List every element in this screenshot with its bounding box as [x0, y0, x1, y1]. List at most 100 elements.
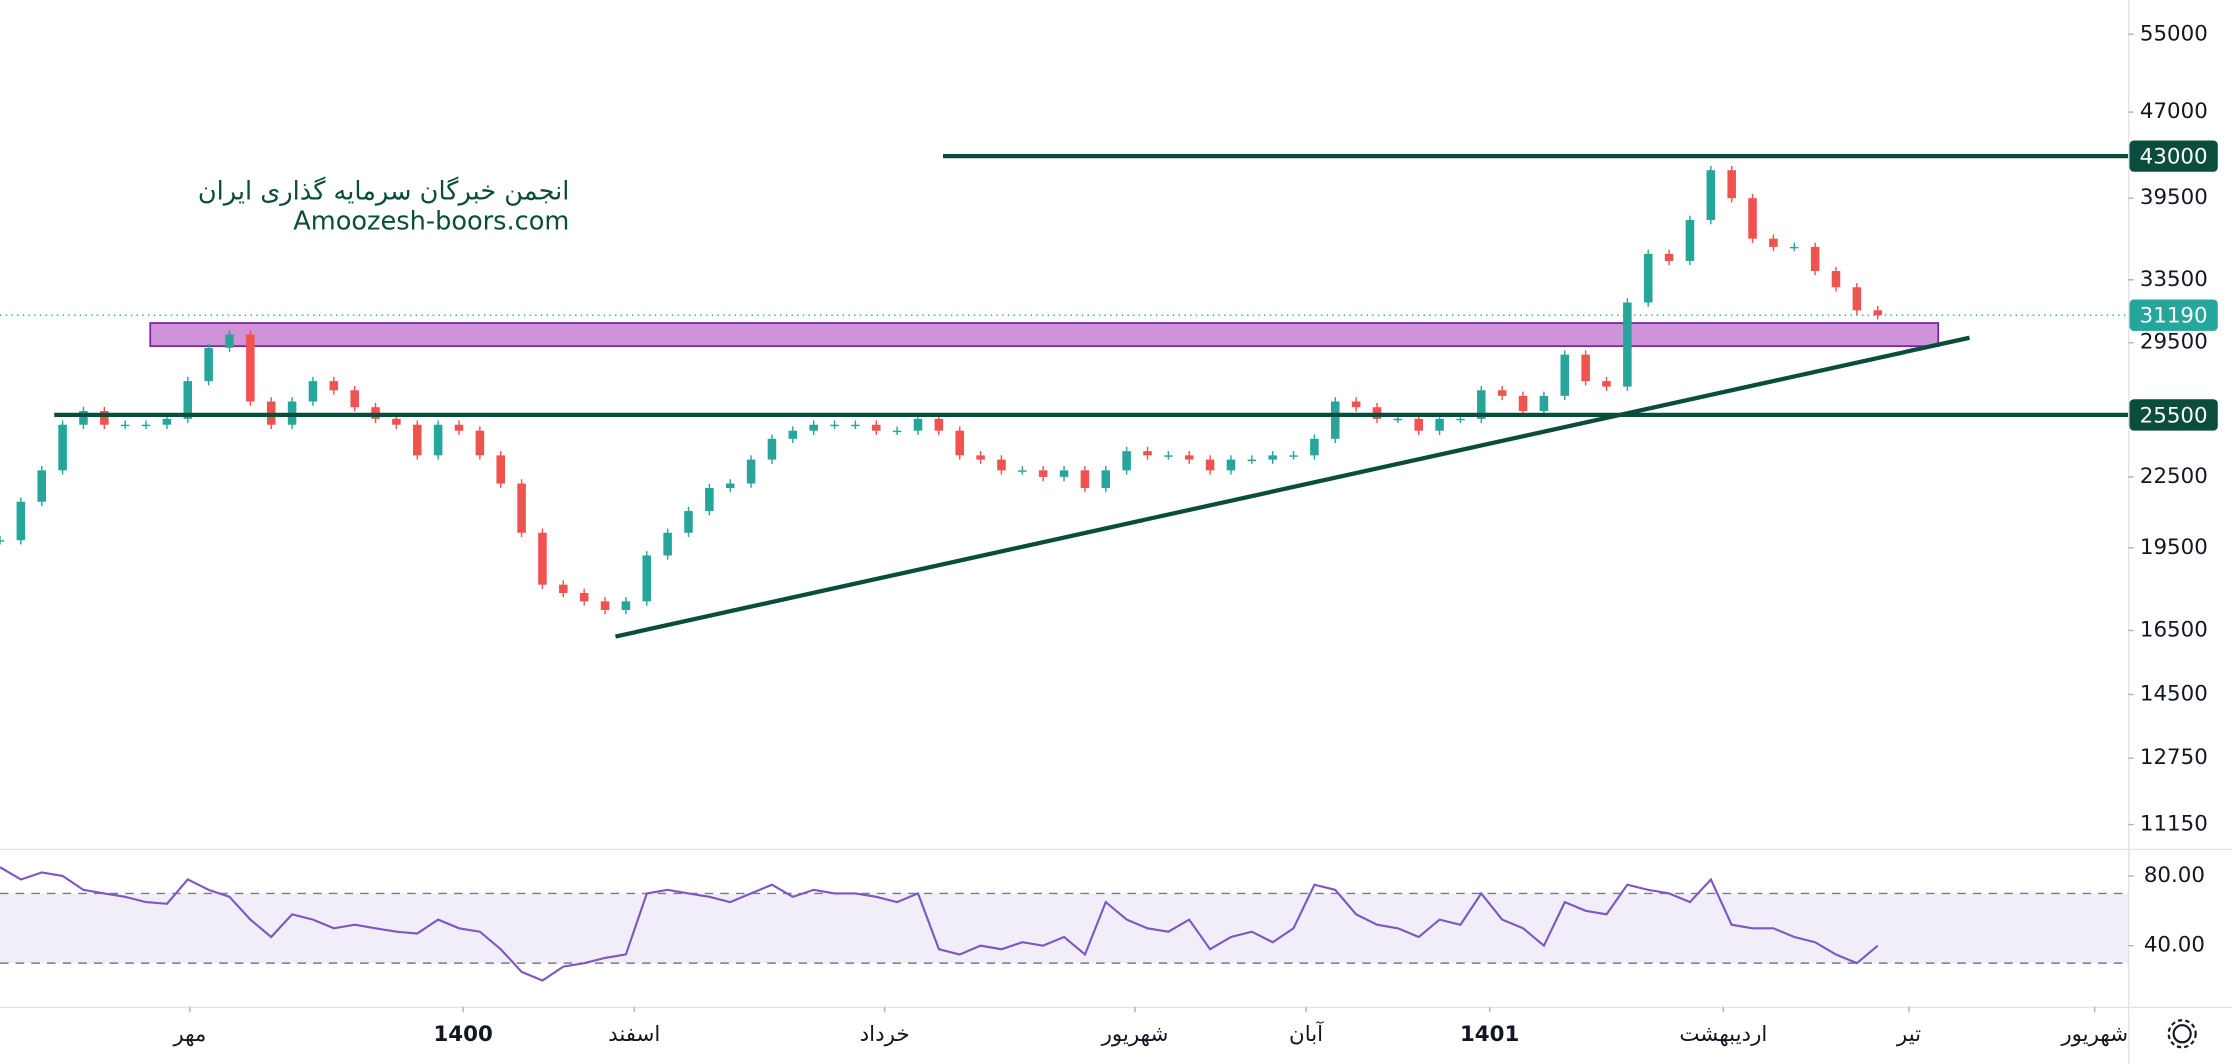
candle [1143, 451, 1152, 456]
candle [141, 424, 151, 427]
candle [997, 459, 1006, 471]
candle [663, 532, 672, 556]
x-tick-label: اسفند [608, 1022, 660, 1047]
candle [246, 334, 255, 402]
candle [79, 411, 88, 425]
candle [225, 334, 234, 348]
candle [809, 424, 818, 431]
candle [454, 424, 464, 431]
candle [642, 555, 652, 602]
x-tick-label: شهریور [2060, 1022, 2128, 1047]
candle [1873, 310, 1882, 316]
rsi-line [0, 866, 1879, 982]
candle [1184, 455, 1194, 460]
candle [16, 501, 26, 541]
candle [1393, 418, 1403, 421]
candle [1852, 287, 1862, 311]
x-tick-label: اردیبهشت [1679, 1022, 1767, 1047]
candle [725, 483, 735, 489]
candle [1330, 401, 1340, 439]
candle [1518, 395, 1528, 412]
candle [1059, 470, 1069, 477]
candle [517, 483, 526, 533]
candle [1247, 459, 1257, 462]
candle [183, 381, 193, 419]
y-tick-label: 29500 [2140, 330, 2208, 355]
candle [1289, 455, 1298, 457]
y-tick-label: 16500 [2140, 617, 2208, 642]
y-tick-label: 12750 [2140, 745, 2208, 770]
candle [162, 418, 172, 425]
candle [579, 592, 589, 602]
candle [1831, 270, 1841, 288]
y-tick-label: 39500 [2140, 185, 2208, 210]
candle [1226, 459, 1236, 471]
candle [392, 418, 401, 425]
candle [496, 455, 505, 484]
candle [1456, 418, 1465, 421]
trendline [615, 335, 1970, 639]
candle [1101, 470, 1111, 489]
candle [1351, 401, 1361, 408]
level-label-box [2129, 140, 2218, 172]
candle [329, 381, 339, 391]
y-tick-label: 22500 [2140, 464, 2208, 489]
candle [120, 424, 130, 427]
candle [746, 459, 756, 484]
x-tick-label: تیر [1896, 1022, 1921, 1047]
candle [621, 601, 631, 610]
rsi-band-fill [0, 893, 2129, 964]
candle [1685, 219, 1695, 261]
candle [308, 381, 318, 402]
candle [892, 430, 902, 433]
candle [538, 532, 547, 585]
candle [1122, 451, 1131, 471]
candle [413, 424, 422, 456]
x-tick-label: شهریور [1101, 1022, 1169, 1047]
y-tick-label: 55000 [2140, 21, 2208, 46]
candle [1560, 354, 1570, 396]
candle [1748, 198, 1757, 239]
candle [1018, 470, 1027, 472]
candle [1038, 470, 1048, 477]
candle [58, 424, 67, 471]
candle [1414, 418, 1423, 431]
candle [1623, 302, 1632, 387]
candle [37, 470, 46, 502]
candle [913, 418, 923, 431]
candle [600, 601, 610, 610]
last-price-label: 31190 [2140, 304, 2208, 329]
candle [872, 424, 881, 431]
last-price-box [2129, 299, 2218, 331]
candle [1205, 459, 1215, 471]
candle [788, 430, 798, 439]
candle [1769, 238, 1778, 247]
candle [1789, 246, 1799, 249]
candle [1164, 455, 1173, 457]
candle [1664, 253, 1674, 261]
y-tick-label: 33500 [2140, 267, 2208, 292]
y-tick-label: 14500 [2140, 681, 2208, 706]
watermark: انجمن خبرگان سرمایه گذاری ایران [198, 177, 570, 207]
candle [705, 488, 714, 512]
level-label: 25500 [2140, 403, 2208, 428]
candle [934, 418, 944, 431]
support-zone [149, 322, 1940, 347]
settings-icon[interactable] [2167, 1019, 2197, 1049]
level-label: 43000 [2140, 145, 2208, 170]
candle [1497, 390, 1507, 396]
candle [1602, 381, 1611, 387]
candle [1581, 354, 1590, 382]
x-tick-label: خرداد [860, 1022, 910, 1047]
x-tick-label: 1400 [433, 1022, 492, 1047]
candle [830, 424, 839, 427]
candle [955, 430, 964, 456]
candle [0, 540, 5, 542]
candle [684, 511, 693, 533]
candle [1727, 170, 1736, 199]
candle [976, 455, 985, 460]
candle [100, 411, 109, 425]
candle [1310, 438, 1319, 456]
y-tick-label: 47000 [2140, 99, 2208, 124]
